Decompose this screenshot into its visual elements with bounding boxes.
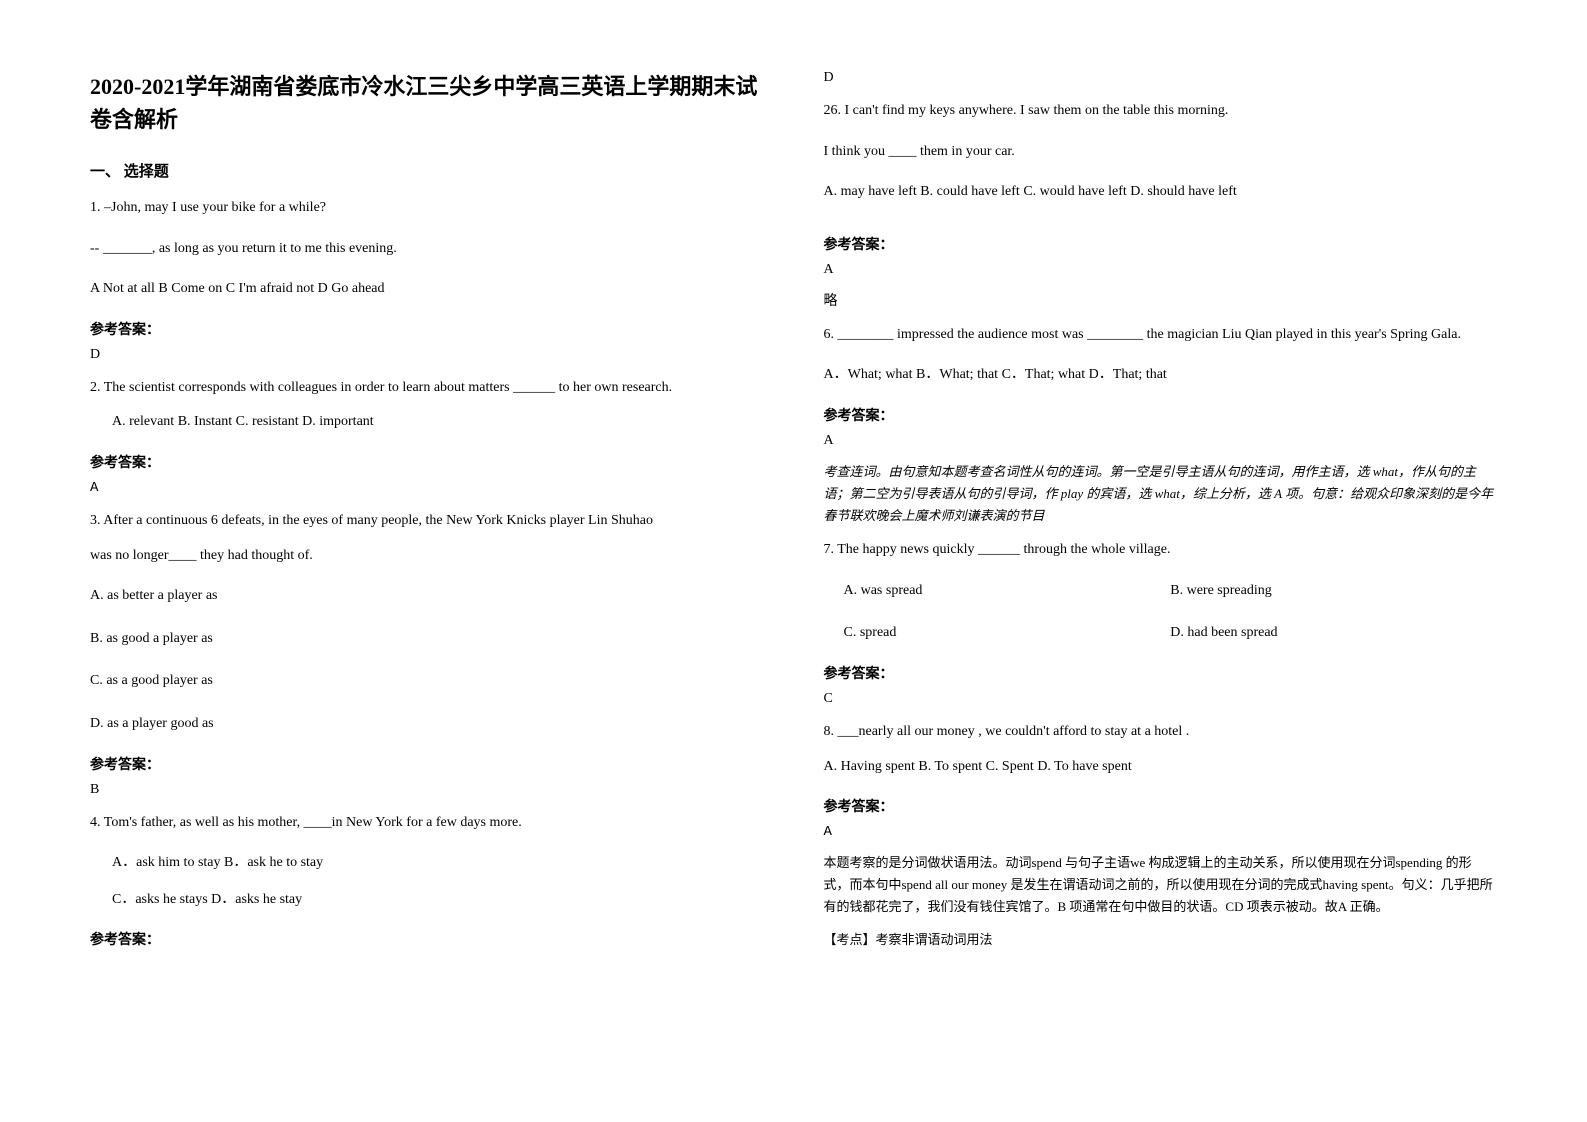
left-column: 2020-2021学年湖南省娄底市冷水江三尖乡中学高三英语上学期期末试卷含解析 … [90,70,764,1052]
q6-options: A．What; what B．What; that C．That; what D… [824,362,1498,389]
q2-answer: A [90,480,764,496]
q4-answer: D [824,70,1498,86]
q6-explanation: 考查连词。由句意知本题考查名词性从句的连词。第一空是引导主语从句的连词，用作主语… [824,461,1498,527]
q8-explanation: 本题考察的是分词做状语用法。动词spend 与句子主语we 构成逻辑上的主动关系… [824,852,1498,918]
answer-label: 参考答案： [90,452,764,472]
q7-answer: C [824,691,1498,707]
q1-line2: -- _______, as long as you return it to … [90,236,764,263]
answer-label: 参考答案： [90,319,764,339]
answer-label: 参考答案： [824,234,1498,254]
q8-answer: A [824,824,1498,840]
answer-label: 参考答案： [90,929,764,949]
document-title: 2020-2021学年湖南省娄底市冷水江三尖乡中学高三英语上学期期末试卷含解析 [90,70,764,136]
q5-line1: 26. I can't find my keys anywhere. I saw… [824,98,1498,125]
q8-options: A. Having spent B. To spent C. Spent D. … [824,754,1498,781]
q3-answer: B [90,782,764,798]
q1-options: A Not at all B Come on C I'm afraid not … [90,276,764,303]
section-header: 一、 选择题 [90,160,764,181]
q3-opt-d: D. as a player good as [90,711,764,738]
q4-options-1: A．ask him to stay B．ask he to stay [90,850,764,877]
q4-options-2: C．asks he stays D．asks he stay [90,887,764,914]
q7-opt-a: A. was spread [824,578,1171,605]
right-column: D 26. I can't find my keys anywhere. I s… [824,70,1498,1052]
q4-text: 4. Tom's father, as well as his mother, … [90,810,764,837]
q3-opt-b: B. as good a player as [90,626,764,653]
q1-answer: D [90,347,764,363]
q5-options: A. may have left B. could have left C. w… [824,179,1498,206]
q7-opt-d: D. had been spread [1170,620,1497,647]
q7-opt-c: C. spread [824,620,1171,647]
q8-text-content: 8. ___nearly all our money , we couldn't… [824,724,1190,739]
answer-label: 参考答案： [824,663,1498,683]
answer-label: 参考答案： [90,754,764,774]
q8-explanation2: 【考点】考察非谓语动词用法 [824,929,1498,951]
q3-opt-a: A. as better a player as [90,583,764,610]
answer-label: 参考答案： [824,405,1498,425]
q3-line1: 3. After a continuous 6 defeats, in the … [90,508,764,535]
q2-text: 2. The scientist corresponds with collea… [90,375,764,402]
q1-line1: 1. –John, may I use your bike for a whil… [90,195,764,222]
q2-options: A. relevant B. Instant C. resistant D. i… [90,409,764,436]
q8-text: 8. ___nearly all our money , we couldn't… [824,719,1498,746]
q7-text: 7. The happy news quickly ______ through… [824,537,1498,564]
q5-exp: 略 [824,290,1498,310]
q3-opt-c: C. as a good player as [90,668,764,695]
q7-opt-b: B. were spreading [1170,578,1497,605]
answer-label: 参考答案： [824,796,1498,816]
q5-answer: A [824,262,1498,278]
q6-text: 6. ________ impressed the audience most … [824,322,1498,349]
q5-line2: I think you ____ them in your car. [824,139,1498,166]
q6-answer: A [824,433,1498,449]
q3-line2: was no longer____ they had thought of. [90,543,764,570]
